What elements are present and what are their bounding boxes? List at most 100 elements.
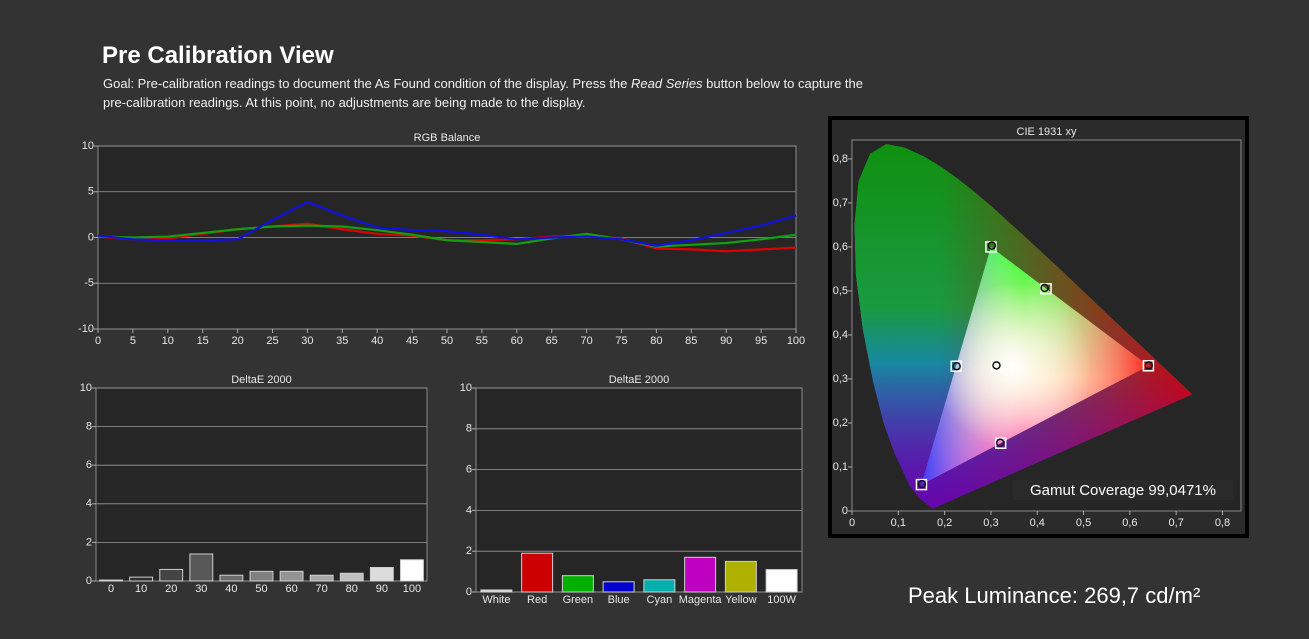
x-tick-label: Magenta — [679, 594, 723, 606]
y-tick-label: 6 — [86, 459, 92, 471]
x-tick-label: 80 — [650, 335, 662, 347]
goal-text: button below to capture the pre-calibrat… — [103, 76, 864, 110]
x-tick-label: 0,8 — [1215, 517, 1230, 529]
x-tick-label: 90 — [376, 583, 388, 595]
plot-area — [95, 387, 428, 582]
y-tick-label: 0 — [88, 231, 94, 243]
goal-text: Goal: Pre-calibration readings to docume… — [103, 76, 632, 91]
page-title: Pre Calibration View — [102, 42, 334, 69]
bar — [643, 579, 676, 593]
x-tick-label: 5 — [130, 335, 136, 347]
y-tick-label: 0,6 — [833, 241, 848, 253]
y-tick-label: 2 — [466, 545, 472, 557]
y-tick-label: 0,2 — [833, 417, 848, 429]
y-tick-label: 4 — [466, 504, 472, 516]
bar — [279, 570, 304, 582]
bar — [521, 552, 554, 593]
y-tick-label: 0,7 — [833, 197, 848, 209]
x-tick-label: 100 — [403, 583, 421, 595]
x-tick-label: 20 — [231, 335, 243, 347]
target-point — [950, 360, 962, 372]
rgb-line — [97, 200, 797, 247]
bar — [602, 581, 635, 593]
x-tick-label: 75 — [615, 335, 627, 347]
x-tick-label: 70 — [316, 583, 328, 595]
bar — [400, 559, 424, 582]
y-tick-label: 0 — [842, 505, 848, 517]
gamut-triangle — [921, 246, 1149, 485]
x-tick-label: 35 — [336, 335, 348, 347]
x-tick-label: 0,6 — [1122, 517, 1137, 529]
x-tick-label: Red — [527, 594, 547, 606]
target-point — [994, 437, 1007, 449]
x-tick-label: 45 — [406, 335, 418, 347]
measured-point — [992, 361, 1001, 370]
peak-luminance: Peak Luminance: 269,7 cd/m² — [908, 583, 1201, 608]
x-tick-label: 25 — [266, 335, 278, 347]
y-tick-label: 0,4 — [833, 329, 848, 341]
bar — [561, 575, 594, 593]
x-tick-label: 100 — [787, 335, 805, 347]
x-tick-label: 95 — [755, 335, 767, 347]
x-tick-label: Blue — [608, 594, 630, 606]
x-tick-label: 0,5 — [1076, 517, 1091, 529]
x-tick-label: 65 — [546, 335, 558, 347]
y-tick-label: 0 — [86, 575, 92, 587]
chart-title: DeltaE 2000 — [231, 374, 292, 386]
y-tick-label: 10 — [80, 382, 92, 394]
annotation-box — [1013, 480, 1233, 500]
x-tick-label: 0 — [108, 583, 114, 595]
x-tick-label: Yellow — [725, 594, 756, 606]
chart-title: CIE 1931 xy — [1017, 126, 1077, 138]
y-tick-label: 0,1 — [833, 461, 848, 473]
x-tick-label: Cyan — [647, 594, 673, 606]
y-tick-label: 10 — [460, 382, 472, 394]
x-tick-label: 90 — [720, 335, 732, 347]
y-tick-label: 4 — [86, 498, 92, 510]
x-tick-label: 50 — [255, 583, 267, 595]
x-tick-label: 20 — [165, 583, 177, 595]
y-tick-label: -10 — [78, 323, 94, 335]
gamut-coverage: Gamut Coverage 99,0471% — [1030, 482, 1216, 499]
target-point — [915, 478, 928, 491]
x-tick-label: 0 — [95, 335, 101, 347]
y-tick-label: 6 — [466, 464, 472, 476]
x-tick-label: 40 — [371, 335, 383, 347]
goal-emphasis: Read Series — [631, 76, 703, 91]
y-tick-label: 0,5 — [833, 285, 848, 297]
x-tick-label: 0,7 — [1169, 517, 1184, 529]
measured-point — [952, 361, 961, 371]
measured-point — [1040, 283, 1049, 293]
y-tick-label: 0,3 — [833, 373, 848, 385]
y-tick-label: 0,8 — [833, 153, 848, 165]
x-tick-label: 0,1 — [891, 517, 906, 529]
y-tick-label: -5 — [84, 277, 94, 289]
bar — [684, 556, 717, 593]
bar — [339, 572, 364, 582]
bar — [369, 566, 394, 582]
y-tick-label: 2 — [86, 536, 92, 548]
y-tick-label: 8 — [466, 423, 472, 435]
measured-point — [917, 479, 927, 489]
bar — [249, 570, 274, 582]
x-tick-label: 10 — [162, 335, 174, 347]
y-tick-label: 0 — [466, 586, 472, 598]
x-tick-label: 0,3 — [983, 517, 998, 529]
measured-point — [995, 438, 1005, 448]
y-tick-label: 5 — [88, 186, 94, 198]
x-tick-label: 100W — [767, 594, 796, 606]
x-tick-label: 10 — [135, 583, 147, 595]
x-tick-label: 0,2 — [937, 517, 952, 529]
x-tick-label: 85 — [685, 335, 697, 347]
x-tick-label: 60 — [511, 335, 523, 347]
bar — [724, 560, 757, 593]
chart-title: DeltaE 2000 — [609, 374, 670, 386]
target-point — [1142, 360, 1155, 372]
bar — [189, 553, 214, 582]
x-tick-label: Green — [563, 594, 594, 606]
bar — [159, 568, 184, 582]
measured-point — [1144, 361, 1154, 370]
x-tick-label: 30 — [195, 583, 207, 595]
